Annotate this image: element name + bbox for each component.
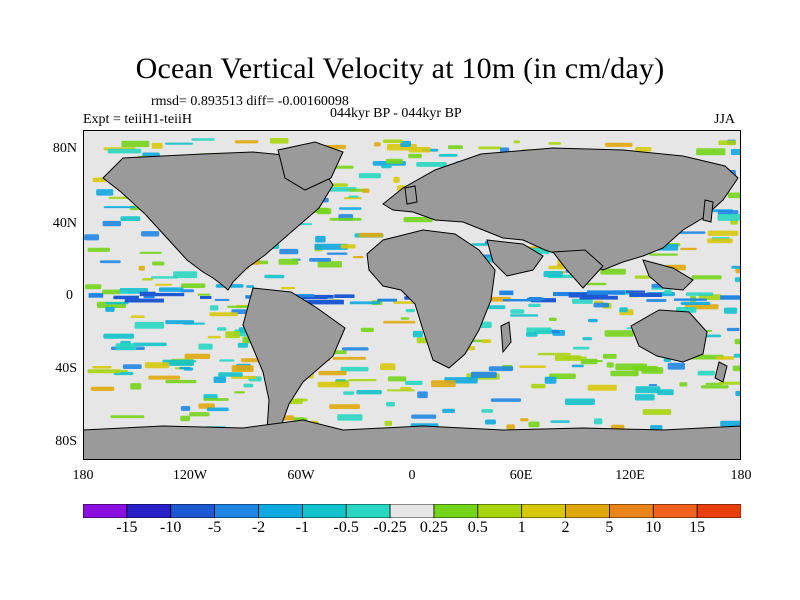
lat-label-40s: 40S — [55, 361, 77, 376]
lon-label-180w: 180 — [72, 468, 94, 483]
colorbar-swatch — [433, 504, 479, 518]
colorbar-label: -10 — [160, 519, 182, 536]
colorbar-swatch — [170, 504, 216, 518]
lon-label-120w: 120W — [172, 468, 208, 483]
colorbar-swatch — [126, 504, 172, 518]
madagascar — [500, 321, 512, 354]
colorbar-swatch — [214, 504, 260, 518]
japan — [702, 199, 714, 223]
antarctica — [83, 419, 741, 460]
colorbar-swatch — [521, 504, 567, 518]
southeast-asia — [642, 259, 694, 291]
colorbar-swatch — [609, 504, 654, 518]
colorbar-label: 0.5 — [467, 519, 488, 536]
europe-asia — [382, 147, 739, 271]
colorbar-label: 5 — [605, 519, 614, 536]
colorbar-swatch — [696, 504, 741, 518]
colorbar-label: -1 — [295, 519, 309, 536]
colorbar-swatch — [389, 504, 435, 518]
land-masses — [83, 141, 741, 460]
period-label: 044kyr BP - 044kyr BP — [330, 106, 462, 121]
colorbar-label: -5 — [207, 519, 222, 536]
lon-label-120e: 120E — [615, 468, 645, 483]
experiment-label: Expt = teiiH1-teiiH — [83, 112, 192, 127]
lon-label-180e: 180 — [730, 468, 752, 483]
colorbar-swatch — [477, 504, 523, 518]
colorbar-label: 1 — [517, 519, 526, 536]
lat-label-0: 0 — [66, 288, 73, 303]
lon-label-60w: 60W — [287, 468, 315, 483]
india — [552, 249, 604, 289]
colorbar-label: 2 — [561, 519, 570, 536]
lon-label-0: 0 — [408, 468, 416, 483]
colorbar-label: -15 — [116, 519, 138, 536]
season-label: JJA — [714, 112, 736, 127]
figure-title: Ocean Vertical Velocity at 10m (in cm/da… — [135, 52, 665, 85]
lat-label-40n: 40N — [52, 216, 77, 231]
colorbar-label: -0.25 — [373, 519, 407, 536]
world-map — [83, 130, 741, 460]
lat-label-80s: 80S — [55, 434, 77, 449]
colorbar-label: 15 — [689, 519, 706, 536]
africa — [366, 229, 496, 369]
colorbar-swatch — [83, 504, 128, 518]
colorbar-label: -0.5 — [333, 519, 359, 536]
colorbar-swatch — [345, 504, 391, 518]
colorbar — [83, 504, 741, 518]
new-zealand — [714, 361, 728, 383]
colorbar-swatch — [652, 504, 698, 518]
colorbar-label: 0.25 — [419, 519, 448, 536]
map-frame — [83, 130, 741, 460]
lat-label-80n: 80N — [52, 141, 77, 156]
colorbar-label: 10 — [645, 519, 662, 536]
uk — [404, 185, 418, 205]
colorbar-swatch — [301, 504, 347, 518]
arabia — [486, 239, 544, 277]
australia — [630, 309, 708, 363]
colorbar-swatch — [565, 504, 610, 518]
greenland — [277, 141, 344, 191]
colorbar-swatch — [258, 504, 303, 518]
colorbar-label: -2 — [251, 519, 266, 536]
lon-label-60e: 60E — [509, 468, 533, 483]
stats-label: rmsd= 0.893513 diff= -0.00160098 — [151, 94, 349, 109]
